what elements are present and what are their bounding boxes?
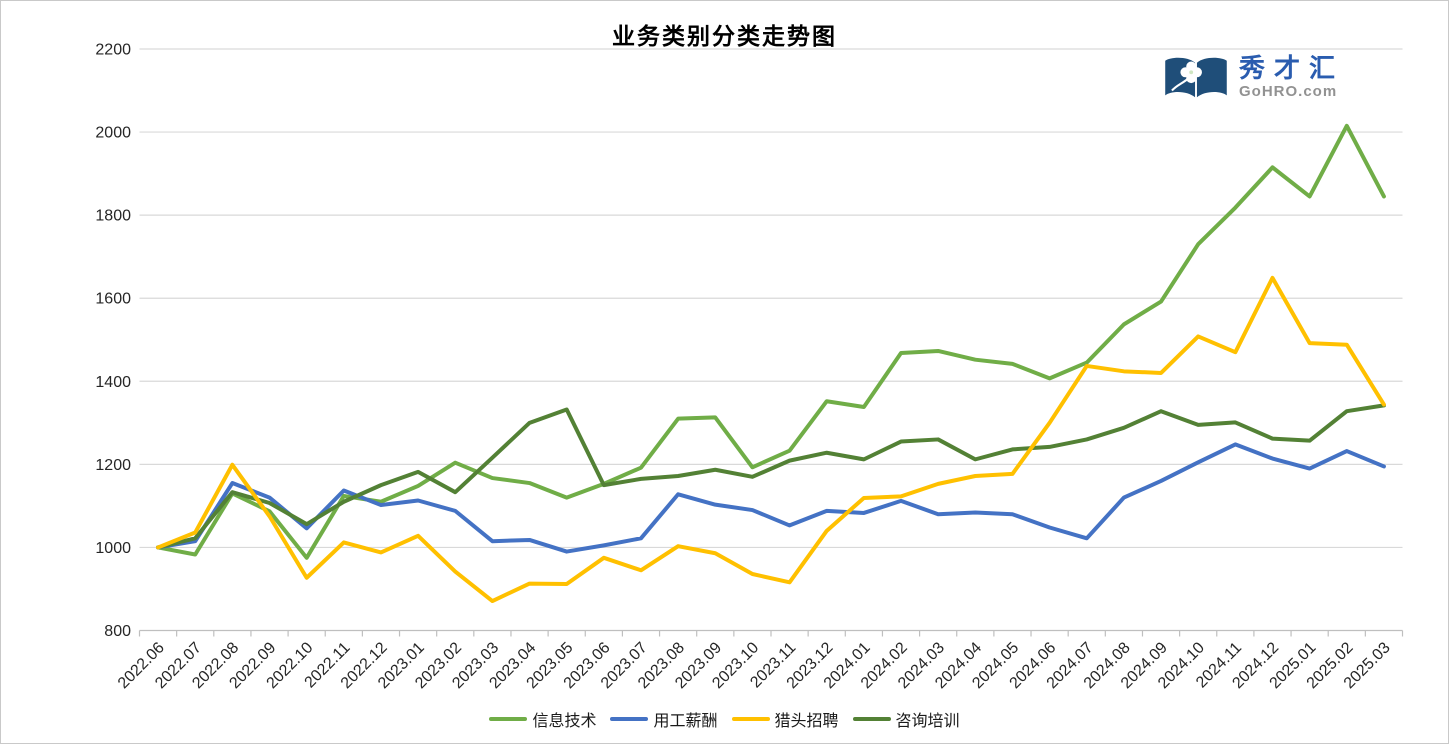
y-axis-labels: 800 1000 1200 1400 1600 1800 2000 2200 [95,42,131,641]
legend-item-信息技术: 信息技术 [489,707,596,731]
legend-swatch [489,717,528,721]
y-axis-label: 1400 [95,374,131,391]
chart-title: 业务类别分类走势图 [612,23,837,49]
series-line-用工薪酬 [156,442,1386,554]
y-axis-label: 1000 [95,540,131,557]
y-axis-label: 800 [104,623,131,640]
y-axis-label: 1600 [95,291,131,308]
logo-brand: 秀才汇 [1239,53,1345,83]
x-axis-ticks [138,630,1404,637]
logo: 秀才汇 GoHRO.com [1161,53,1345,105]
series-line-咨询培训 [156,403,1386,550]
legend-swatch [852,717,891,721]
x-axis-labels: 2022.062022.072022.082022.092022.102022.… [115,639,1394,692]
series-line-猎头招聘 [156,275,1386,604]
legend-item-咨询培训: 咨询培训 [852,707,960,731]
legend-swatch [731,717,770,721]
logo-domain: GoHRO.com [1239,83,1338,101]
legend: 信息技术 用工薪酬 猎头招聘 咨询培训 [1,707,1448,731]
legend-label: 咨询培训 [895,713,960,730]
legend-label: 猎头招聘 [774,713,839,730]
clover-icon [1171,61,1202,92]
legend-swatch [610,717,649,721]
series-lines [156,123,1386,604]
y-axis-label: 2200 [95,42,131,59]
logo-text: 秀才汇 GoHRO.com [1239,53,1345,101]
gridlines [139,48,1403,632]
open-book-icon [1165,57,1227,98]
y-axis-label: 1200 [95,457,131,474]
legend-item-用工薪酬: 用工薪酬 [610,707,718,731]
legend-label: 信息技术 [532,713,597,730]
y-axis-label: 2000 [95,125,131,142]
y-axis-label: 1800 [95,208,131,225]
legend-item-猎头招聘: 猎头招聘 [731,707,839,731]
legend-label: 用工薪酬 [653,713,718,730]
